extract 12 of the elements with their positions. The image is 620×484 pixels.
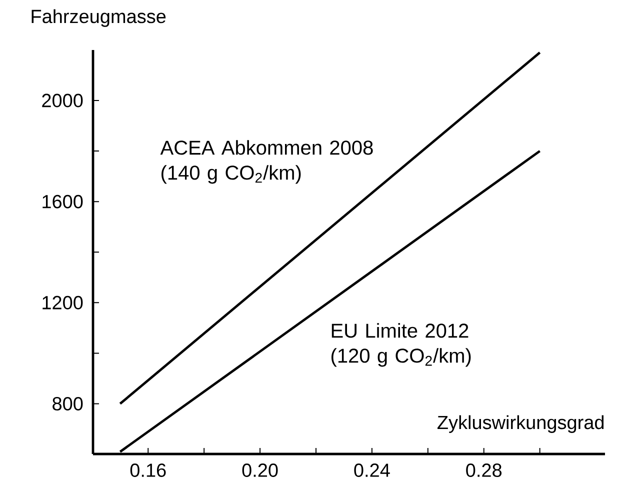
x-tick-label: 0.28 bbox=[466, 464, 502, 477]
series-label: EU Limite 2012 (120 g CO$_{2}$/km) bbox=[331, 323, 471, 367]
x-axis-title: Zykluswirkungsgrad bbox=[438, 415, 604, 433]
series-label: ACEA Abkommen 2008 (140 g CO$_{2}$/km) bbox=[160, 140, 373, 184]
x-tick-label: 0.20 bbox=[242, 464, 278, 477]
y-axis-title: Fahrzeugmasse bbox=[32, 9, 166, 27]
y-tick-label: 2000 bbox=[42, 94, 83, 108]
x-tick-label: 0.16 bbox=[130, 464, 166, 477]
y-tick-label: 1600 bbox=[42, 194, 83, 208]
x-tick-label: 0.24 bbox=[354, 464, 390, 477]
y-tick-label: 1200 bbox=[42, 296, 83, 310]
y-tick-label: 800 bbox=[52, 396, 83, 410]
